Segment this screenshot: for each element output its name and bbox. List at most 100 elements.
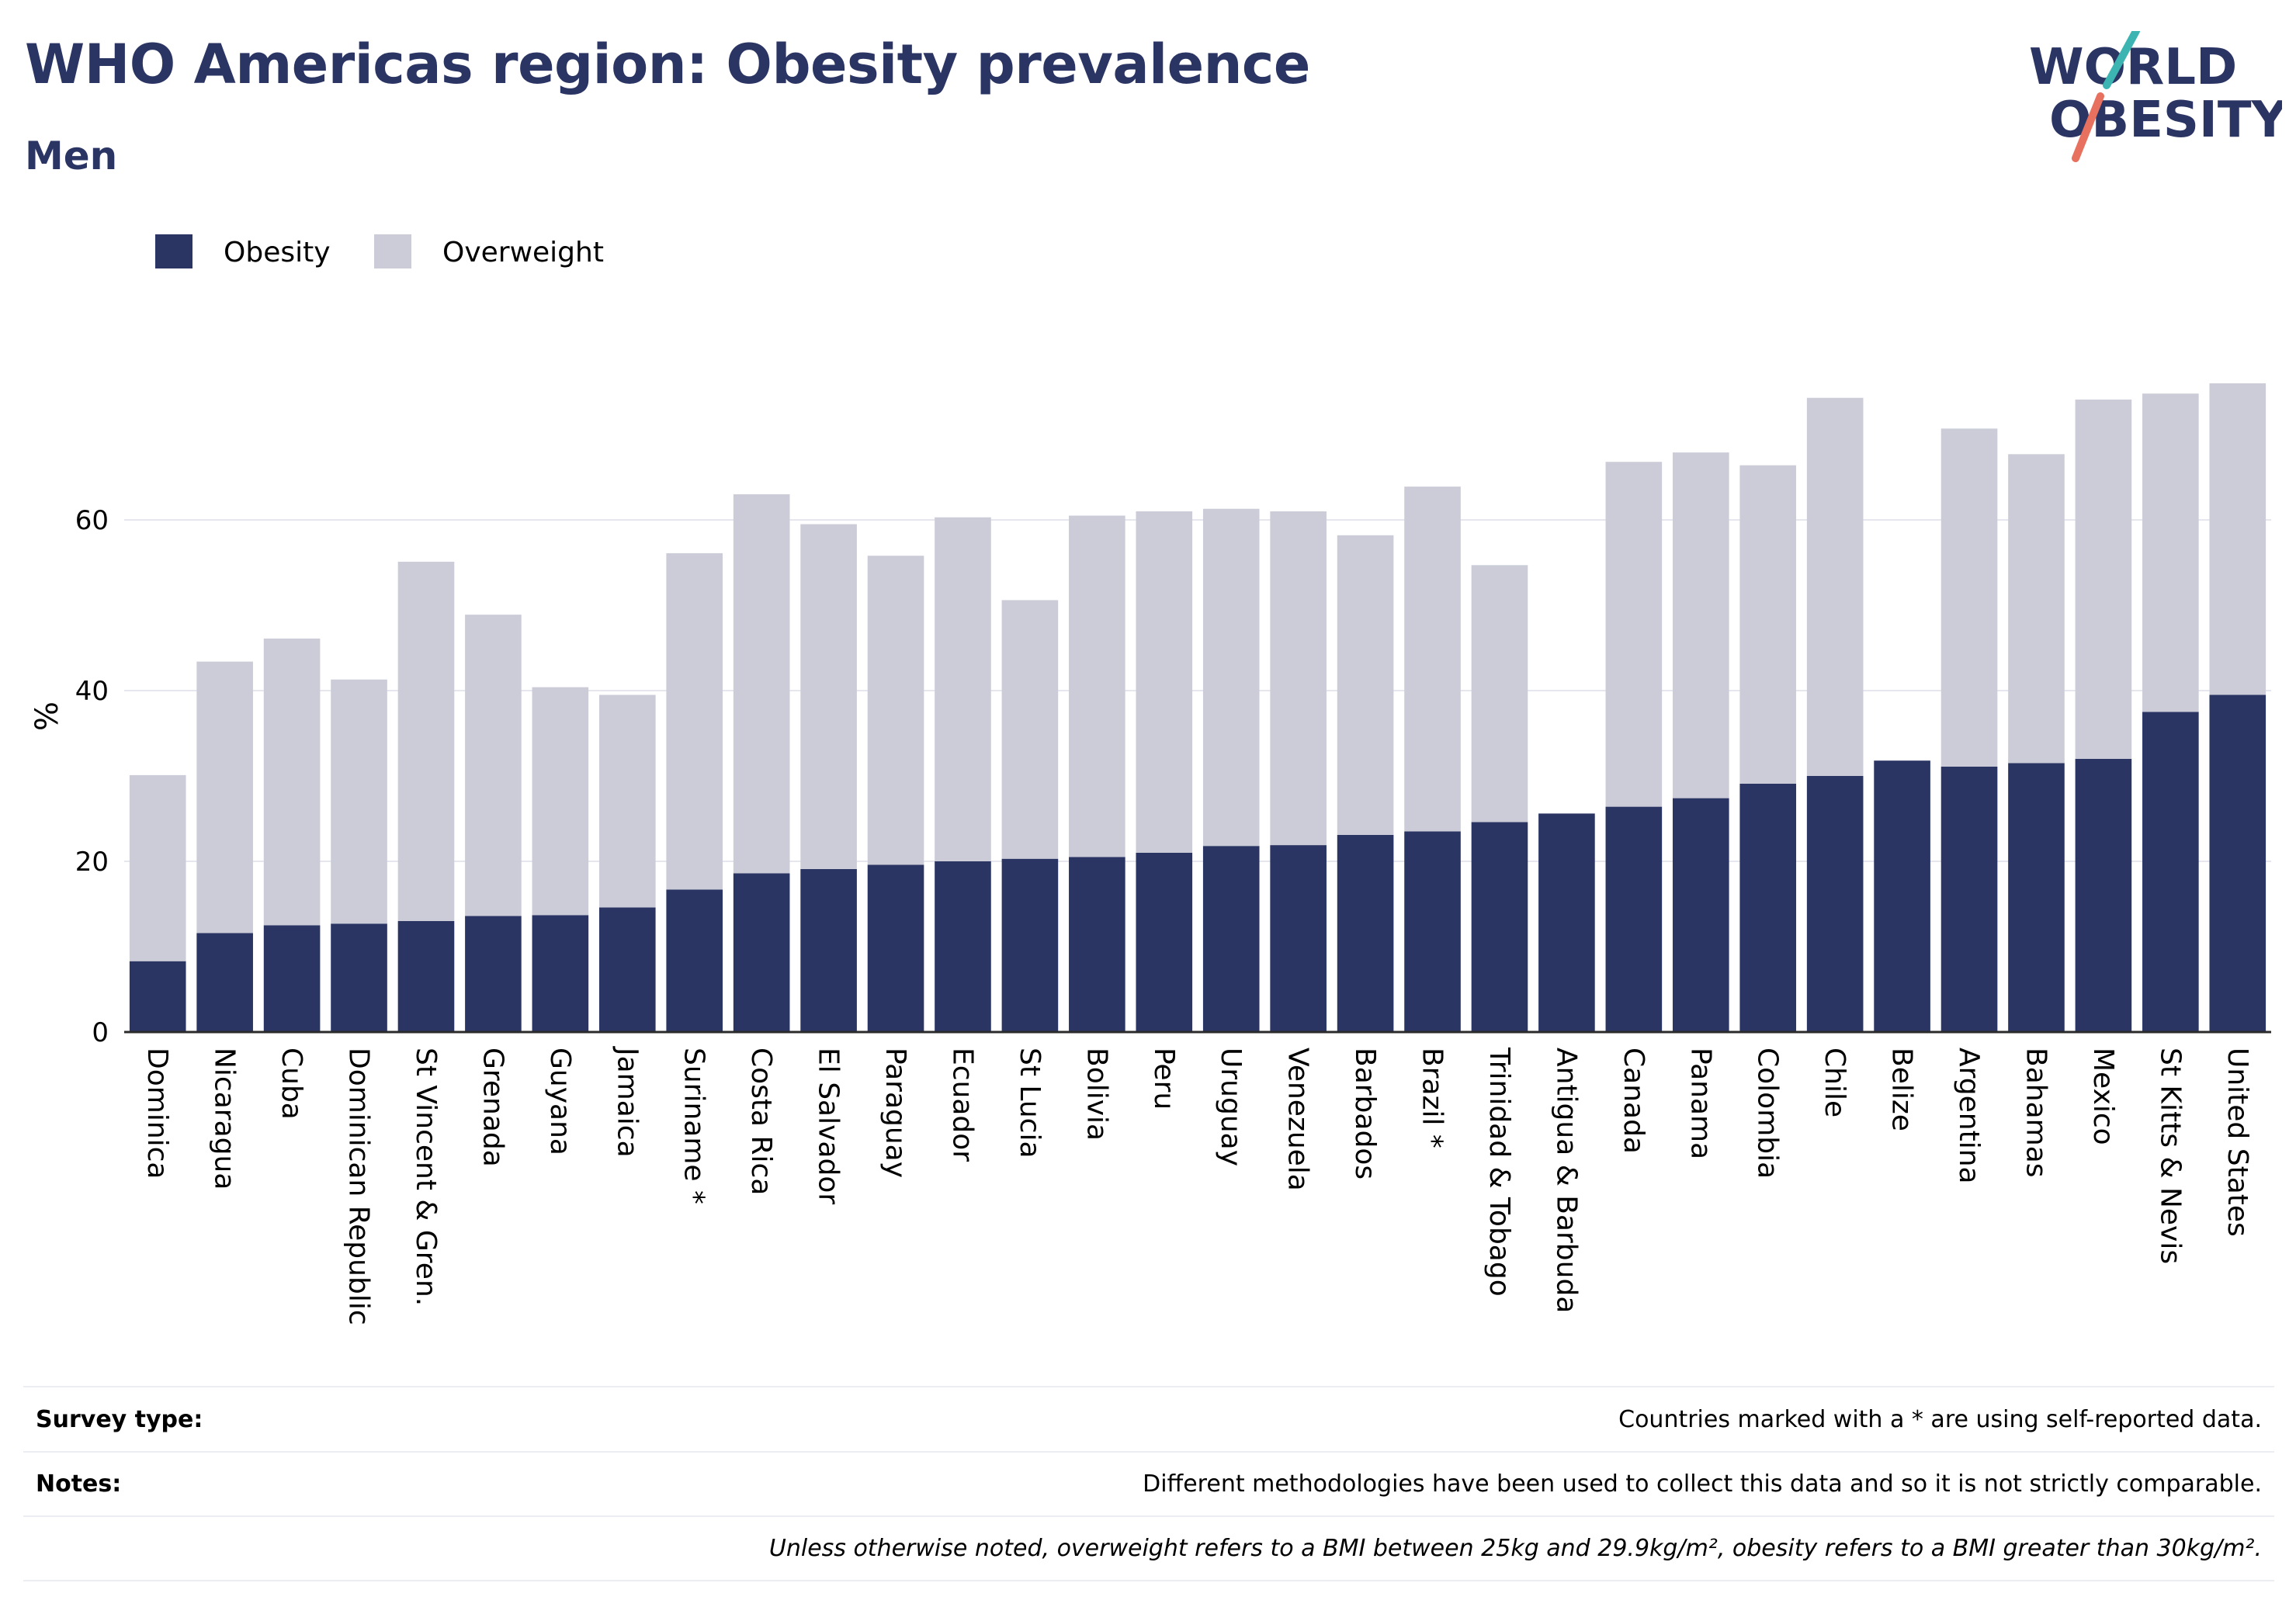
- bar-obesity: [1001, 858, 1059, 1032]
- bar-obesity: [1605, 806, 1663, 1032]
- bar-obesity: [1941, 766, 1998, 1032]
- bar-obesity: [129, 961, 186, 1032]
- bar-obesity: [666, 889, 723, 1032]
- legend-label-obesity: Obesity: [224, 237, 331, 268]
- x-tick-label: El Salvador: [813, 1048, 845, 1204]
- x-tick-label: Uruguay: [1215, 1048, 1247, 1166]
- bar-overweight: [2008, 454, 2065, 764]
- bar-overweight: [2142, 393, 2199, 712]
- footer-notes-row: Notes: Different methodologies have been…: [23, 1453, 2274, 1517]
- bar-obesity: [2075, 759, 2132, 1032]
- x-tick-label: United States: [2221, 1048, 2253, 1237]
- bar-overweight: [1471, 565, 1528, 823]
- chart-legend: Obesity Overweight: [155, 234, 604, 268]
- footer-survey-row: Survey type: Countries marked with a * a…: [23, 1389, 2274, 1453]
- x-tick-label: Nicaragua: [209, 1048, 241, 1190]
- bar-overweight: [397, 561, 455, 921]
- x-tick-label: Mexico: [2087, 1048, 2119, 1145]
- x-tick-label: Dominican Republic: [343, 1048, 375, 1325]
- bar-overweight: [867, 556, 924, 865]
- bar-obesity: [800, 868, 857, 1032]
- x-tick-label: St Kitts & Nevis: [2154, 1048, 2186, 1264]
- notes-label: Notes:: [36, 1470, 122, 1498]
- bar-overweight: [1941, 428, 1998, 767]
- bar-overweight: [666, 552, 723, 890]
- y-tick-label: 20: [75, 847, 109, 878]
- y-tick-label: 0: [92, 1017, 109, 1048]
- x-tick-label: Dominica: [141, 1048, 173, 1179]
- legend-swatch-obesity: [155, 234, 192, 268]
- footer-definition-row: Unless otherwise noted, overweight refer…: [23, 1518, 2274, 1581]
- x-tick-label: Grenada: [477, 1048, 508, 1167]
- x-tick-label: Antigua & Barbuda: [1550, 1048, 1582, 1313]
- x-tick-label: Bolivia: [1080, 1048, 1112, 1141]
- x-tick-label: Guyana: [544, 1048, 576, 1155]
- x-tick-label: Cuba: [276, 1048, 307, 1120]
- x-tick-label: Belize: [1886, 1048, 1918, 1131]
- y-tick-label: 60: [75, 505, 109, 536]
- bar-obesity: [1471, 822, 1528, 1032]
- bar-obesity: [1270, 845, 1327, 1032]
- definition-text: Unless otherwise noted, overweight refer…: [768, 1535, 2262, 1562]
- footer-bottom-divider: [23, 1580, 2274, 1581]
- x-tick-label: Suriname *: [678, 1048, 710, 1204]
- y-tick-label: 40: [75, 676, 109, 707]
- bar-obesity: [2209, 694, 2267, 1032]
- bar-overweight: [1739, 465, 1797, 784]
- bar-obesity: [331, 923, 387, 1032]
- bar-obesity: [598, 907, 656, 1032]
- bar-obesity: [2142, 712, 2199, 1032]
- bar-obesity: [397, 921, 455, 1032]
- bar-overweight: [1270, 511, 1327, 846]
- footer-divider-1: [23, 1451, 2274, 1453]
- bar-obesity: [1672, 798, 1729, 1032]
- bar-obesity: [465, 916, 522, 1032]
- bar-obesity: [1404, 831, 1461, 1032]
- bar-obesity: [263, 925, 321, 1032]
- bar-overweight: [1202, 508, 1260, 847]
- bar-overweight: [2209, 383, 2267, 695]
- bar-overweight: [598, 694, 656, 908]
- x-tick-label: Peru: [1148, 1048, 1180, 1110]
- x-tick-label: Bahamas: [2020, 1048, 2051, 1178]
- bar-obesity: [867, 864, 924, 1032]
- bar-overweight: [532, 687, 589, 916]
- x-tick-label: Venezuela: [1282, 1048, 1314, 1191]
- survey-type-text: Countries marked with a * are using self…: [1618, 1406, 2262, 1433]
- x-tick-label: Trinidad & Tobago: [1483, 1047, 1515, 1297]
- bar-overweight: [2075, 399, 2132, 759]
- bar-overweight: [1806, 397, 1864, 776]
- bar-obesity: [532, 915, 589, 1032]
- bar-obesity: [733, 873, 790, 1032]
- chart-bars: Dominica Nicaragua Cuba Dominican Republic S…: [129, 383, 2267, 1325]
- x-tick-label: St Lucia: [1014, 1048, 1046, 1159]
- logo-slash-teal-icon: [2103, 31, 2140, 89]
- x-tick-label: Canada: [1618, 1048, 1649, 1154]
- logo-slash-coral-icon: [2072, 92, 2104, 162]
- bar-obesity: [2008, 763, 2065, 1032]
- legend-label-overweight: Overweight: [442, 237, 604, 268]
- bar-overweight: [935, 517, 991, 861]
- footer-divider-2: [23, 1515, 2274, 1517]
- bar-obesity: [1136, 853, 1193, 1032]
- bar-overweight: [263, 638, 321, 926]
- bar-obesity: [1069, 857, 1125, 1032]
- bar-obesity: [1202, 846, 1260, 1032]
- bar-overweight: [1136, 511, 1193, 853]
- page-subtitle: Men: [25, 133, 118, 178]
- bar-overweight: [733, 494, 790, 874]
- x-tick-label: Panama: [1684, 1048, 1716, 1159]
- x-tick-label: Ecuador: [946, 1048, 978, 1162]
- bar-overweight: [1672, 452, 1729, 798]
- bar-overweight: [1605, 462, 1663, 807]
- bar-obesity: [1806, 776, 1864, 1032]
- bar-obesity: [935, 861, 991, 1032]
- y-axis-label: %: [29, 701, 65, 731]
- bar-overweight: [800, 524, 857, 869]
- x-tick-label: Brazil *: [1417, 1048, 1448, 1148]
- bar-obesity: [1538, 813, 1595, 1032]
- bar-overweight: [465, 615, 522, 916]
- x-tick-label: Argentina: [1953, 1048, 1985, 1184]
- x-tick-label: Paraguay: [879, 1048, 911, 1178]
- x-tick-label: Chile: [1819, 1048, 1850, 1117]
